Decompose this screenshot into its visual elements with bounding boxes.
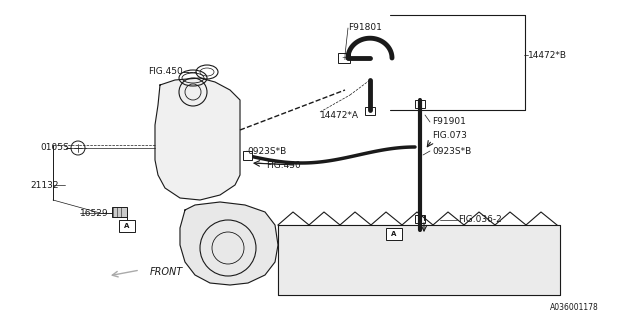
Text: F91901: F91901 bbox=[432, 117, 466, 126]
Polygon shape bbox=[180, 202, 278, 285]
Text: A036001178: A036001178 bbox=[550, 303, 599, 313]
Text: 16529: 16529 bbox=[80, 209, 109, 218]
Text: 14472*A: 14472*A bbox=[320, 110, 359, 119]
Text: 0105S: 0105S bbox=[40, 143, 68, 153]
FancyBboxPatch shape bbox=[119, 220, 135, 232]
Text: FIG.450: FIG.450 bbox=[148, 68, 183, 76]
Text: A: A bbox=[391, 231, 397, 237]
Text: +: + bbox=[341, 55, 347, 61]
FancyBboxPatch shape bbox=[415, 215, 425, 223]
FancyBboxPatch shape bbox=[415, 100, 425, 108]
FancyBboxPatch shape bbox=[338, 53, 350, 63]
Text: FIG.450: FIG.450 bbox=[266, 161, 301, 170]
FancyBboxPatch shape bbox=[112, 207, 127, 217]
Polygon shape bbox=[155, 78, 240, 200]
Text: A: A bbox=[124, 223, 130, 229]
FancyBboxPatch shape bbox=[386, 228, 402, 240]
Text: FIG.036-2: FIG.036-2 bbox=[458, 215, 502, 225]
Text: F91801: F91801 bbox=[348, 23, 382, 33]
Polygon shape bbox=[278, 225, 560, 295]
Text: 21132: 21132 bbox=[30, 180, 58, 189]
FancyBboxPatch shape bbox=[243, 151, 252, 160]
Text: 0923S*B: 0923S*B bbox=[432, 147, 471, 156]
Text: 0923S*B: 0923S*B bbox=[247, 147, 286, 156]
Text: 14472*B: 14472*B bbox=[528, 51, 567, 60]
FancyBboxPatch shape bbox=[365, 107, 375, 115]
Text: FRONT: FRONT bbox=[150, 267, 183, 277]
Text: FIG.073: FIG.073 bbox=[432, 132, 467, 140]
